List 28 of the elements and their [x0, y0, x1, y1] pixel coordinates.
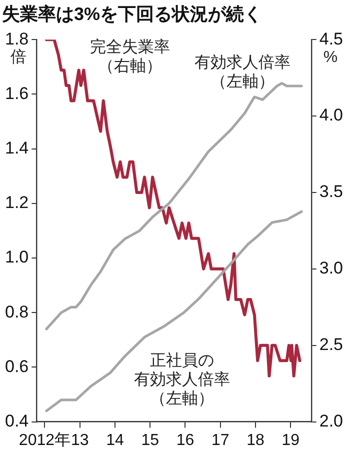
y-tick-label: 0.4 [4, 411, 29, 430]
y-tick-label: 1.6 [4, 84, 29, 103]
x-tick-label: 13 [70, 432, 89, 449]
y-tick-label: 0.6 [4, 356, 29, 376]
x-tick-label: 18 [246, 432, 265, 449]
x-tick-label: 17 [211, 432, 230, 449]
y-axis-title: 倍 [10, 48, 27, 66]
y2-axis-title: % [323, 49, 338, 66]
y2-tick-label: 4.5 [319, 29, 344, 48]
y-tick-label: 1.2 [4, 193, 29, 212]
y2-tick-label: 3.0 [319, 258, 344, 278]
x-tick-label: 15 [141, 432, 160, 449]
x-tick-label: 2012年 [18, 432, 71, 449]
y2-tick-label: 2.0 [319, 411, 344, 430]
y2-tick-label: 2.5 [319, 335, 344, 354]
x-tick-label: 19 [282, 432, 300, 449]
y2-tick-label: 3.5 [319, 182, 344, 202]
y2-tick-label: 4.0 [319, 106, 344, 125]
series-label: 有効求人倍率（左軸） [194, 53, 291, 90]
x-tick-label: 14 [106, 432, 124, 449]
series-label: 完全失業率（右軸） [90, 38, 170, 76]
x-tick-label: 16 [176, 432, 194, 449]
y-tick-label: 0.8 [4, 302, 29, 322]
series-label: 正社員の有効求人倍率（左軸） [134, 351, 230, 408]
y-tick-label: 1.4 [4, 138, 29, 158]
y-tick-label: 1.8 [4, 29, 29, 48]
y-tick-label: 1.0 [4, 248, 29, 267]
chart-title: 失業率は3%を下回る状況が続く [2, 4, 262, 24]
